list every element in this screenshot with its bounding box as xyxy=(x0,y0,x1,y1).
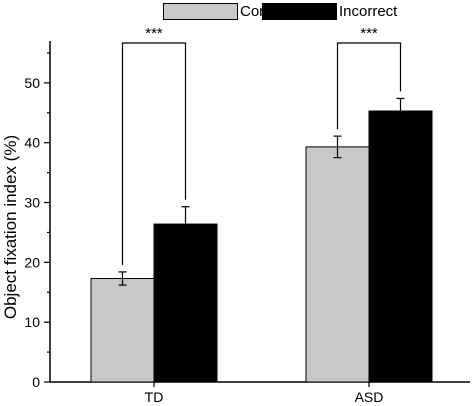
legend-swatch-correct xyxy=(163,2,238,20)
y-tick-label: 30 xyxy=(24,195,40,211)
legend-label-incorrect: Incorrect xyxy=(339,2,398,20)
y-tick-label: 0 xyxy=(32,374,40,390)
chart-significance: *** *** xyxy=(121,25,402,265)
x-tick-label: TD xyxy=(145,389,164,405)
chart-bars xyxy=(90,110,433,383)
bar-incorrect-asd xyxy=(368,110,433,383)
y-tick-label: 40 xyxy=(24,135,40,151)
legend-item-incorrect: Incorrect xyxy=(262,0,397,22)
y-tick-label: 20 xyxy=(24,254,40,270)
significance-bracket xyxy=(336,42,402,130)
y-axis-label: Object fixation index (%) xyxy=(1,135,20,319)
bar-correct-asd xyxy=(305,146,370,383)
chart-error-bars xyxy=(118,97,405,286)
x-tick-label: ASD xyxy=(355,389,384,405)
legend-swatch-incorrect xyxy=(262,2,337,20)
bar-incorrect-td xyxy=(153,223,218,383)
y-tick-label: 10 xyxy=(24,314,40,330)
significance-label: *** xyxy=(145,25,163,42)
bar-correct-td xyxy=(90,278,155,383)
y-tick-label: 50 xyxy=(24,75,40,91)
significance-bracket xyxy=(121,42,187,265)
significance-label: *** xyxy=(360,25,378,42)
